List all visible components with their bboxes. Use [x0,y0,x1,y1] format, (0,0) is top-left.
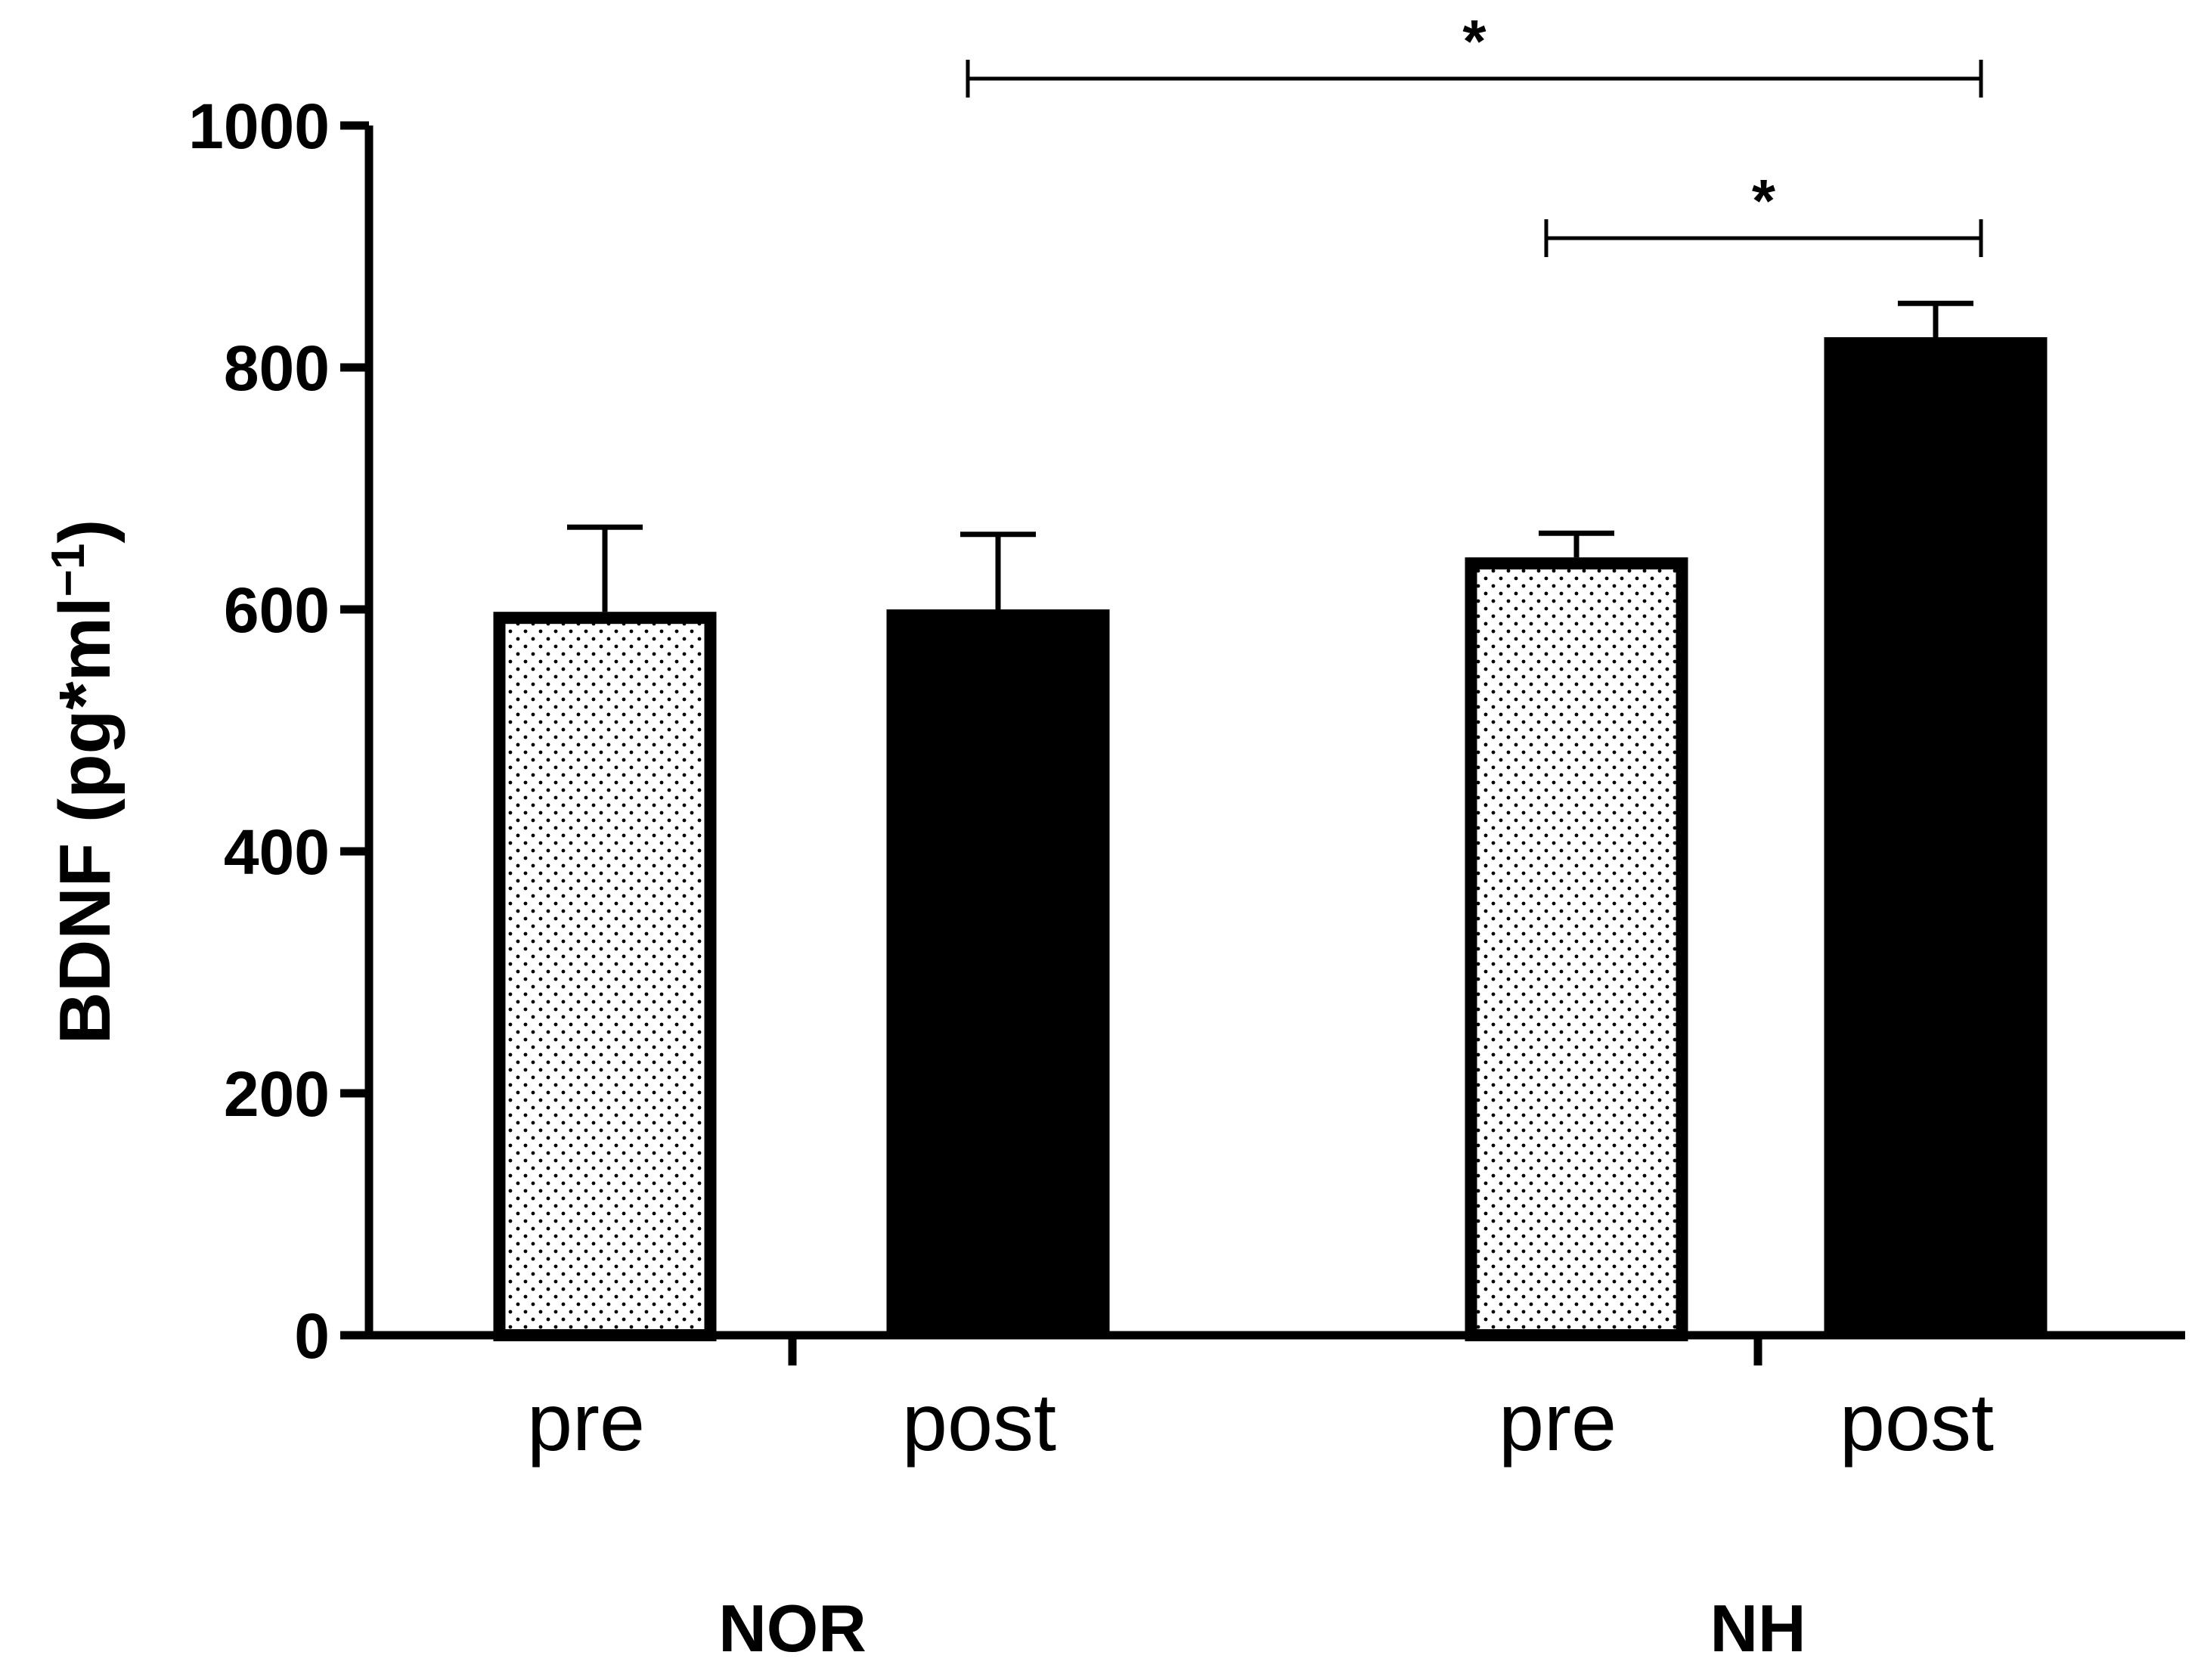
significance-bracket-2-label: * [1752,167,1776,234]
y-tick-label-200: 200 [224,1059,330,1130]
x-tick-label-nor-post: post [902,1376,1056,1468]
bar-nor-pre [493,612,717,1341]
y-tick-label-1000: 1000 [188,91,330,162]
bar-nh-pre [1465,557,1688,1341]
plot-area: 0 200 400 600 800 1000 pre post NOR pre post NH * * [188,8,2185,1666]
y-axis-label-superscript: −1 [42,544,95,597]
y-axis-label-main: BDNF (pg*ml [45,597,126,1044]
bar-nh-post [1824,337,2048,1335]
y-tick-label-0: 0 [294,1300,330,1372]
y-axis-label: BDNF (pg*ml−1) [42,519,126,1045]
y-tick-label-600: 600 [224,575,330,646]
bar-nor-post [886,609,1110,1335]
svg-text:BDNF (pg*ml−1): BDNF (pg*ml−1) [42,519,126,1045]
x-tick-label-nh-post: post [1840,1376,1994,1468]
x-tick-label-nh-pre: pre [1499,1376,1617,1468]
x-tick-label-nor-pre: pre [527,1376,645,1468]
y-tick-label-800: 800 [224,333,330,404]
group-label-nh: NH [1710,1591,1806,1666]
y-tick-label-400: 400 [224,817,330,888]
y-axis-label-close: ) [45,519,126,544]
group-label-nor: NOR [718,1591,866,1666]
significance-bracket-1-label: * [1462,8,1487,75]
